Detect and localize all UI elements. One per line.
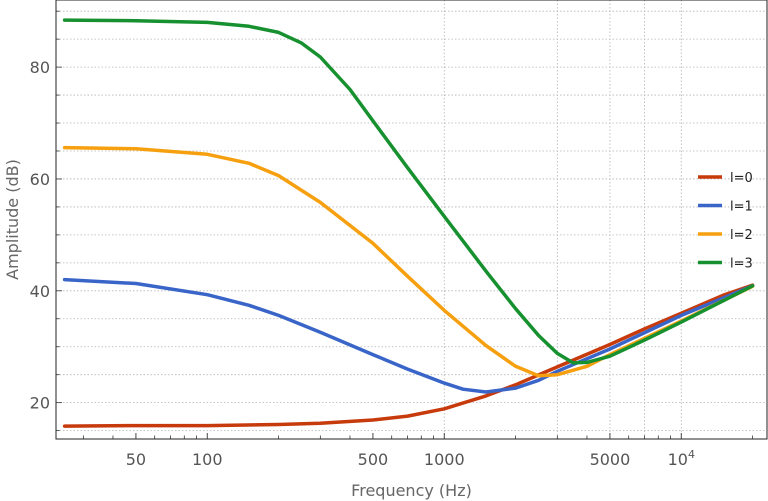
y-tick-label: 60: [30, 170, 50, 189]
series-line-l0: [62, 283, 755, 428]
legend-label-l3: l=3: [730, 257, 753, 272]
legend-label-l1: l=1: [730, 200, 753, 215]
y-axis-label: Amplitude (dB): [3, 159, 22, 280]
axis-ticks: 50 100 500 1000 5000 104 20 40 60 80: [30, 10, 754, 469]
x-tick-label: 500: [358, 450, 389, 469]
y-tick-label: 40: [30, 282, 50, 301]
x-tick-label: 1000: [424, 450, 465, 469]
x-tick-label-exponent: 4: [688, 448, 695, 461]
x-tick-label: 50: [126, 450, 146, 469]
series-line-l3: [62, 18, 755, 365]
series-line-l2: [62, 145, 755, 378]
x-axis-label: Frequency (Hz): [351, 481, 472, 500]
y-tick-label: 20: [30, 394, 50, 413]
x-tick-label: 104: [668, 448, 695, 469]
series-group: [62, 18, 755, 428]
legend: l=0 l=1 l=2 l=3: [698, 171, 753, 272]
y-tick-label: 80: [30, 58, 50, 77]
x-tick-label: 5000: [590, 450, 631, 469]
plot-frame: [55, 0, 768, 440]
grid: [56, 0, 767, 439]
legend-label-l0: l=0: [730, 171, 753, 186]
x-tick-label: 100: [192, 450, 223, 469]
legend-label-l2: l=2: [730, 228, 753, 243]
